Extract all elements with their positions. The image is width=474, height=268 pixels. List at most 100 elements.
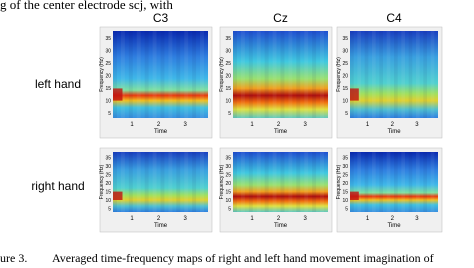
heatmap: [350, 152, 438, 212]
heatmap-streak: [233, 31, 237, 118]
x-tick-label: 1: [250, 122, 254, 128]
heatmap-streak: [304, 31, 309, 118]
y-axis-label: Frequency (Hz): [336, 164, 342, 199]
x-tick-label: 2: [157, 122, 161, 128]
y-tick-label: 20: [342, 181, 348, 187]
y-tick-label: 25: [342, 61, 348, 67]
heatmap-streak: [160, 152, 165, 212]
heatmap-streak: [416, 31, 420, 118]
heatmap-streak: [408, 152, 413, 212]
x-tick-label: 3: [415, 216, 419, 222]
heatmap-streak: [296, 152, 301, 212]
heatmap-streak: [272, 31, 277, 118]
heatmap-streak: [144, 31, 149, 118]
row-label: right hand: [31, 179, 84, 193]
y-axis-label: Frequency (Hz): [336, 57, 342, 92]
y-tick-label: 15: [342, 86, 348, 92]
heatmap-streak: [401, 152, 405, 212]
y-tick-label: 15: [342, 190, 348, 196]
x-axis-label: Time: [274, 129, 288, 135]
heatmap-streak: [312, 152, 317, 212]
column-title: C4: [386, 11, 402, 25]
y-tick-label: 5: [345, 207, 348, 213]
heatmap-streak: [430, 31, 435, 118]
heatmap-streak: [184, 152, 189, 212]
y-axis-label: Frequency (Hz): [99, 164, 105, 199]
heatmap-streak: [113, 152, 117, 212]
heatmap-streak: [184, 31, 189, 118]
heatmap-streak: [350, 31, 354, 118]
y-tick-label: 35: [105, 36, 111, 42]
heatmap-streak: [416, 152, 420, 212]
heatmap-streak: [200, 152, 205, 212]
heatmap-streak: [401, 31, 405, 118]
heatmap-streak: [152, 152, 157, 212]
heatmap-streak: [256, 31, 261, 118]
heatmap: [233, 31, 328, 118]
x-tick-label: 2: [277, 216, 281, 222]
heatmap-streak: [272, 152, 277, 212]
y-axis-label: Frequency (Hz): [219, 57, 225, 92]
y-tick-label: 20: [342, 74, 348, 80]
x-tick-label: 2: [391, 216, 395, 222]
heatmap-streak: [120, 31, 125, 118]
y-tick-label: 10: [342, 198, 348, 204]
heatmap-streak: [408, 31, 413, 118]
heatmap-streak: [320, 152, 325, 212]
x-tick-label: 1: [366, 216, 370, 222]
x-axis-label: Time: [274, 223, 288, 229]
y-tick-label: 20: [105, 74, 111, 80]
x-tick-label: 1: [250, 216, 254, 222]
y-tick-label: 10: [342, 98, 348, 104]
heatmap-streak: [379, 152, 383, 212]
heatmap-streak: [423, 31, 427, 118]
heatmap: [350, 31, 438, 118]
x-tick-label: 1: [130, 216, 134, 222]
heatmap-streak: [394, 152, 398, 212]
heatmap-streak: [288, 152, 293, 212]
y-tick-label: 15: [105, 190, 111, 196]
x-tick-label: 3: [304, 122, 308, 128]
x-tick-label: 1: [130, 122, 134, 128]
x-tick-label: 2: [157, 216, 161, 222]
x-tick-label: 2: [391, 122, 395, 128]
heatmap-streak: [256, 152, 261, 212]
y-tick-label: 30: [342, 49, 348, 55]
heatmap-streak: [152, 31, 157, 118]
x-axis-label: Time: [154, 129, 168, 135]
heatmap-streak: [128, 152, 133, 212]
y-tick-label: 35: [342, 36, 348, 42]
heatmap-streak: [312, 31, 317, 118]
heatmap-streak: [320, 31, 325, 118]
y-tick-label: 25: [225, 172, 231, 178]
heatmap-streak: [386, 31, 391, 118]
y-tick-label: 5: [228, 207, 231, 213]
heatmap-streak: [372, 31, 376, 118]
x-tick-label: 3: [184, 122, 188, 128]
y-tick-label: 35: [225, 155, 231, 161]
y-tick-label: 25: [342, 172, 348, 178]
row-label: left hand: [35, 77, 81, 91]
heatmap-onset: [113, 88, 123, 101]
y-tick-label: 25: [225, 61, 231, 67]
heatmap-streak: [280, 152, 285, 212]
heatmap: [233, 152, 328, 212]
y-tick-label: 20: [225, 74, 231, 80]
heatmap-streak: [296, 31, 301, 118]
heatmap-streak: [240, 31, 245, 118]
heatmap-streak: [264, 152, 269, 212]
heatmap-streak: [176, 31, 181, 118]
heatmap-streak: [136, 31, 141, 118]
heatmap-streak: [136, 152, 141, 212]
y-axis-label: Frequency (Hz): [219, 164, 225, 199]
heatmap-streak: [176, 152, 181, 212]
y-tick-label: 30: [225, 49, 231, 55]
caption-label: ure 3.: [0, 251, 27, 265]
y-tick-label: 5: [345, 111, 348, 117]
x-tick-label: 2: [277, 122, 281, 128]
heatmap-streak: [144, 152, 149, 212]
y-tick-label: 35: [105, 155, 111, 161]
heatmap-streak: [200, 31, 205, 118]
